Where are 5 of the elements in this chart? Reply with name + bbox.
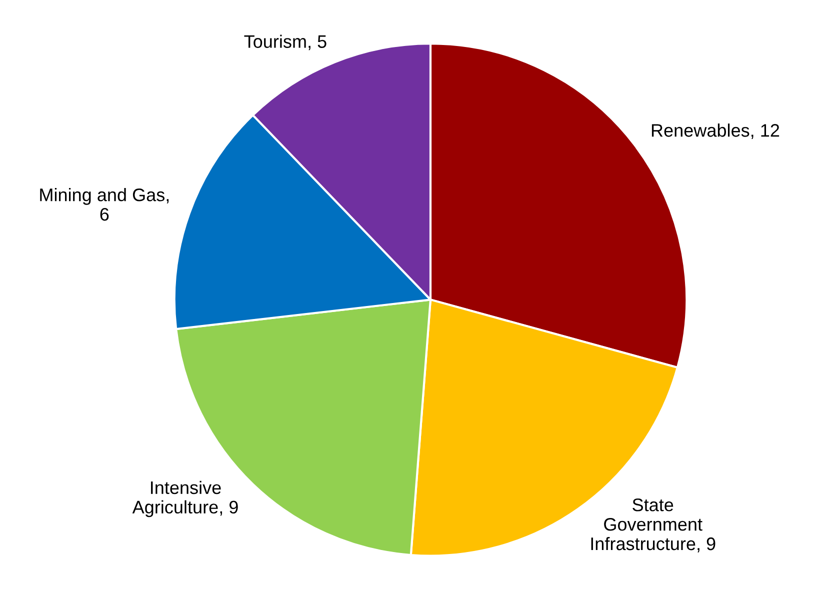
slice-label: Mining and Gas, 6	[40, 188, 169, 221]
slice-label: Tourism, 5	[244, 34, 326, 50]
slice-label: Intensive Agriculture, 9	[132, 480, 238, 518]
slice-label: Renewables, 12	[652, 124, 780, 139]
slice-label: State Government Infrastructure, 9	[591, 498, 716, 552]
